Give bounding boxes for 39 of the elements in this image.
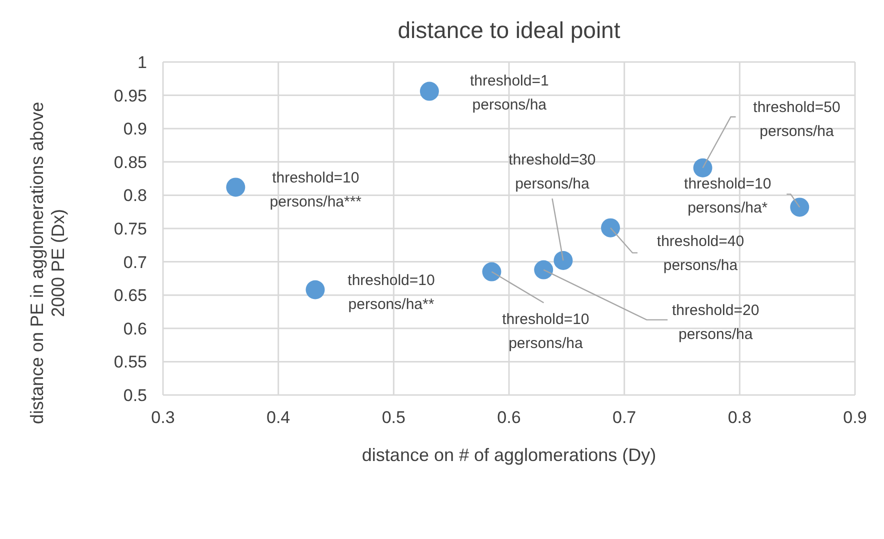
annotation: threshold=50 persons/ha (753, 99, 840, 140)
annotation: threshold=1 persons/ha (470, 72, 549, 114)
x-tick-label: 0.6 (497, 408, 521, 428)
point (790, 198, 810, 217)
x-tick-label: 0.8 (728, 408, 752, 428)
annotation: threshold=10 persons/ha* (684, 175, 772, 216)
annotation: threshold=10 persons/ha*** (270, 169, 362, 210)
annotation: threshold=30 persons/ha (508, 152, 596, 193)
y-tick-label: 0.75 (114, 220, 147, 239)
y-tick-label: 0.85 (114, 152, 147, 172)
y-tick-label: 0.7 (123, 252, 147, 272)
annotation: threshold=10 persons/ha (502, 311, 590, 352)
x-tick-label: 0.7 (612, 408, 636, 428)
y-tick-label: 0.55 (114, 352, 147, 372)
y-tick-label: 0.9 (123, 120, 147, 139)
y-tick-label: 0.65 (114, 286, 147, 306)
point (482, 262, 502, 282)
point (420, 82, 439, 101)
point (554, 250, 573, 270)
point (306, 280, 325, 300)
x-tick-label: 0.3 (151, 408, 175, 428)
y-axis-title: distance on PE in agglomerations above 2000 PE (Dx) (27, 102, 68, 424)
y-tick-label: 0.6 (123, 319, 147, 338)
annotation: threshold=40 persons/ha (656, 233, 744, 274)
y-tick-label: 0.5 (123, 386, 147, 406)
point (226, 178, 246, 197)
x-tick-label: 0.9 (843, 408, 867, 428)
x-tick-label: 0.5 (382, 408, 406, 428)
y-tick-label: 0.8 (123, 186, 147, 206)
annotation: threshold=10 persons/ha** (348, 272, 435, 314)
chart-title: distance to ideal point (398, 17, 621, 43)
y-tick-label: 1 (138, 53, 147, 72)
y-tick-label: 0.95 (114, 86, 147, 106)
point (534, 260, 554, 280)
point (693, 158, 712, 178)
x-axis-title: distance on # of agglomerations (Dy) (362, 445, 656, 465)
point (600, 218, 620, 238)
annotation: threshold=20 persons/ha (672, 302, 760, 344)
x-tick-label: 0.4 (266, 408, 290, 428)
